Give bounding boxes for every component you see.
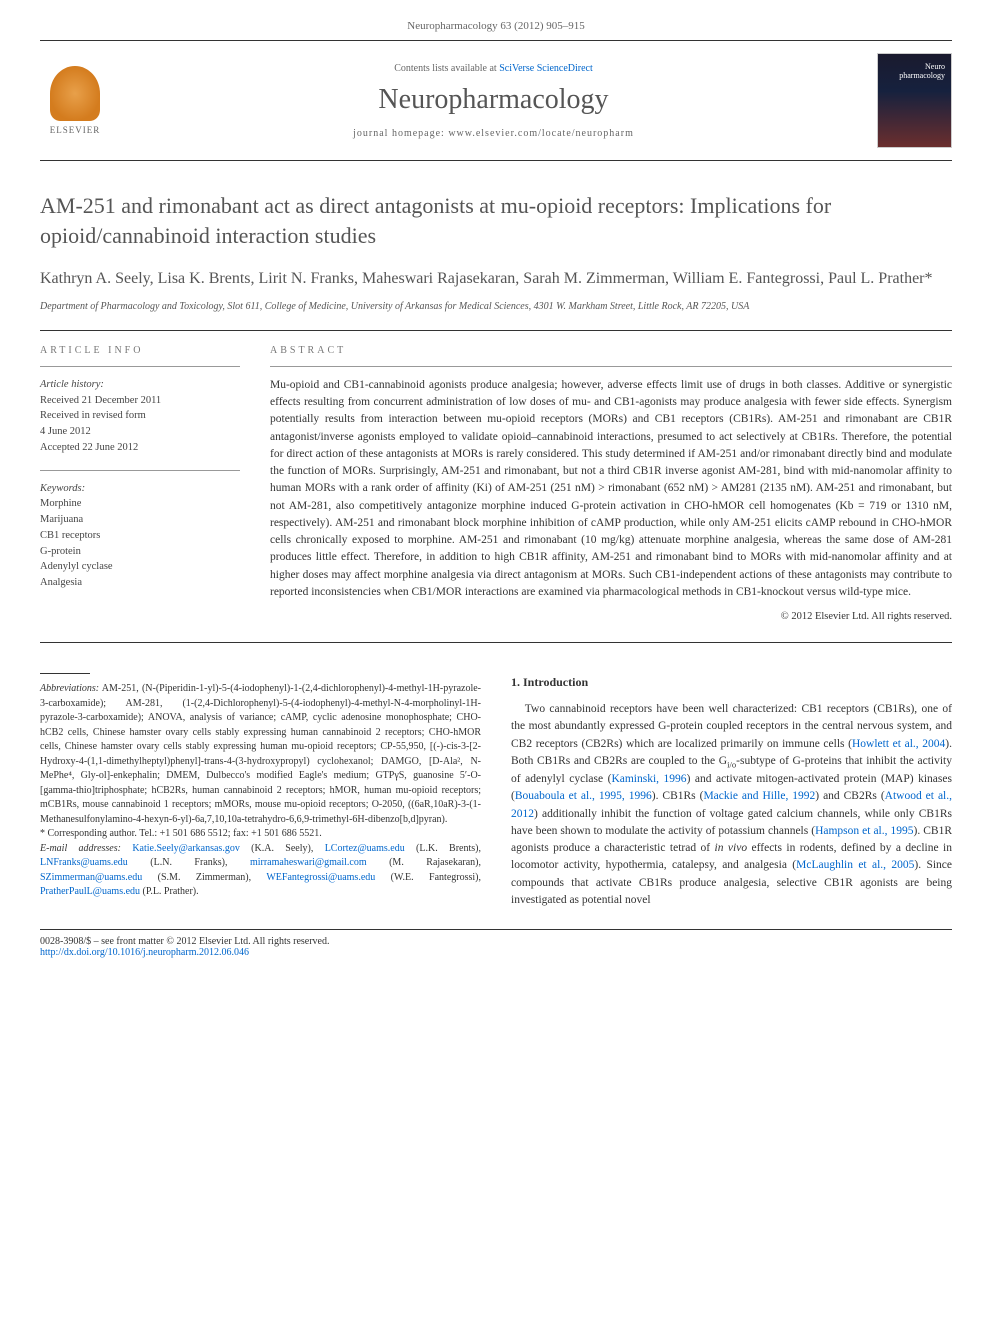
keyword: CB1 receptors bbox=[40, 528, 240, 544]
homepage-prefix: journal homepage: bbox=[353, 128, 448, 139]
keyword: Marijuana bbox=[40, 512, 240, 528]
article-info-heading: ARTICLE INFO bbox=[40, 345, 240, 356]
journal-cover-thumbnail: Neuro pharmacology bbox=[877, 53, 952, 148]
abstract-column: ABSTRACT Mu-opioid and CB1-cannabinoid a… bbox=[270, 345, 952, 622]
keyword: Morphine bbox=[40, 496, 240, 512]
info-divider bbox=[40, 366, 240, 367]
info-divider bbox=[270, 366, 952, 367]
journal-name: Neuropharmacology bbox=[130, 84, 857, 116]
footnote-rule bbox=[40, 673, 90, 674]
article-history: Article history: Received 21 December 20… bbox=[40, 377, 240, 456]
info-divider bbox=[40, 470, 240, 471]
citation-link[interactable]: McLaughlin et al., 2005 bbox=[796, 859, 914, 871]
corresponding-author-footnote: * Corresponding author. Tel.: +1 501 686… bbox=[40, 827, 481, 842]
citation-link[interactable]: Kaminski, 1996 bbox=[611, 773, 686, 785]
keywords-label: Keywords: bbox=[40, 481, 240, 497]
cover-line2: pharmacology bbox=[899, 71, 945, 80]
header-center: Contents lists available at SciVerse Sci… bbox=[110, 63, 877, 139]
footnotes: Abbreviations: AM-251, (N-(Piperidin-1-y… bbox=[40, 682, 481, 900]
history-line: Accepted 22 June 2012 bbox=[40, 440, 240, 456]
left-column: Abbreviations: AM-251, (N-(Piperidin-1-y… bbox=[40, 673, 481, 909]
publisher-logo: ELSEVIER bbox=[40, 61, 110, 141]
email-link[interactable]: PratherPaulL@uams.edu bbox=[40, 886, 140, 897]
keyword: G-protein bbox=[40, 544, 240, 560]
citation-link[interactable]: Hampson et al., 1995 bbox=[815, 825, 913, 837]
corr-text: Tel.: +1 501 686 5512; fax: +1 501 686 5… bbox=[139, 828, 322, 839]
history-line: 4 June 2012 bbox=[40, 424, 240, 440]
email-link[interactable]: mirramaheswari@gmail.com bbox=[250, 857, 367, 868]
abstract-copyright: © 2012 Elsevier Ltd. All rights reserved… bbox=[270, 611, 952, 622]
journal-reference: Neuropharmacology 63 (2012) 905–915 bbox=[40, 20, 952, 32]
keyword: Analgesia bbox=[40, 575, 240, 591]
page-footer: 0028-3908/$ – see front matter © 2012 El… bbox=[40, 929, 952, 958]
author-list: Kathryn A. Seely, Lisa K. Brents, Lirit … bbox=[40, 268, 952, 290]
contents-available: Contents lists available at SciVerse Sci… bbox=[130, 63, 857, 74]
body-two-column: Abbreviations: AM-251, (N-(Piperidin-1-y… bbox=[40, 673, 952, 909]
email-link[interactable]: WEFantegrossi@uams.edu bbox=[266, 872, 375, 883]
info-abstract-row: ARTICLE INFO Article history: Received 2… bbox=[40, 345, 952, 622]
right-column: 1. Introduction Two cannabinoid receptor… bbox=[511, 673, 952, 909]
history-line: Received 21 December 2011 bbox=[40, 393, 240, 409]
cover-line1: Neuro bbox=[925, 62, 945, 71]
abbreviations-footnote: Abbreviations: AM-251, (N-(Piperidin-1-y… bbox=[40, 682, 481, 827]
citation-link[interactable]: Howlett et al., 2004 bbox=[852, 738, 945, 750]
homepage-url: www.elsevier.com/locate/neuropharm bbox=[448, 128, 634, 139]
doi-link[interactable]: http://dx.doi.org/10.1016/j.neuropharm.2… bbox=[40, 947, 249, 958]
abstract-text: Mu-opioid and CB1-cannabinoid agonists p… bbox=[270, 377, 952, 601]
history-label: Article history: bbox=[40, 377, 240, 393]
elsevier-tree-icon bbox=[50, 66, 100, 121]
cover-label: Neuro pharmacology bbox=[899, 62, 945, 80]
abbrev-label: Abbreviations: bbox=[40, 683, 99, 694]
email-link[interactable]: SZimmerman@uams.edu bbox=[40, 872, 142, 883]
corr-label: * Corresponding author. bbox=[40, 828, 139, 839]
introduction-heading: 1. Introduction bbox=[511, 673, 952, 691]
email-footnote: E-mail addresses: Katie.Seely@arkansas.g… bbox=[40, 842, 481, 900]
divider bbox=[40, 642, 952, 643]
email-link[interactable]: Katie.Seely@arkansas.gov bbox=[132, 843, 240, 854]
publisher-name: ELSEVIER bbox=[50, 125, 101, 135]
intro-paragraph: Two cannabinoid receptors have been well… bbox=[511, 701, 952, 909]
contents-prefix: Contents lists available at bbox=[394, 63, 499, 74]
citation-link[interactable]: Bouaboula et al., 1995, 1996 bbox=[515, 790, 652, 802]
journal-homepage: journal homepage: www.elsevier.com/locat… bbox=[130, 128, 857, 139]
citation-link[interactable]: Mackie and Hille, 1992 bbox=[703, 790, 815, 802]
keyword: Adenylyl cyclase bbox=[40, 559, 240, 575]
journal-header: ELSEVIER Contents lists available at Sci… bbox=[40, 40, 952, 161]
abbrev-text: AM-251, (N-(Piperidin-1-yl)-5-(4-iodophe… bbox=[40, 683, 481, 825]
email-link[interactable]: LNFranks@uams.edu bbox=[40, 857, 128, 868]
abstract-heading: ABSTRACT bbox=[270, 345, 952, 356]
keywords-block: Keywords: Morphine Marijuana CB1 recepto… bbox=[40, 481, 240, 591]
article-info-column: ARTICLE INFO Article history: Received 2… bbox=[40, 345, 240, 622]
sciencedirect-link[interactable]: SciVerse ScienceDirect bbox=[499, 63, 593, 74]
footer-copyright: 0028-3908/$ – see front matter © 2012 El… bbox=[40, 936, 952, 947]
article-title: AM-251 and rimonabant act as direct anta… bbox=[40, 191, 952, 250]
email-label: E-mail addresses: bbox=[40, 843, 121, 854]
affiliation: Department of Pharmacology and Toxicolog… bbox=[40, 301, 952, 312]
email-link[interactable]: LCortez@uams.edu bbox=[325, 843, 405, 854]
divider bbox=[40, 330, 952, 331]
history-line: Received in revised form bbox=[40, 408, 240, 424]
